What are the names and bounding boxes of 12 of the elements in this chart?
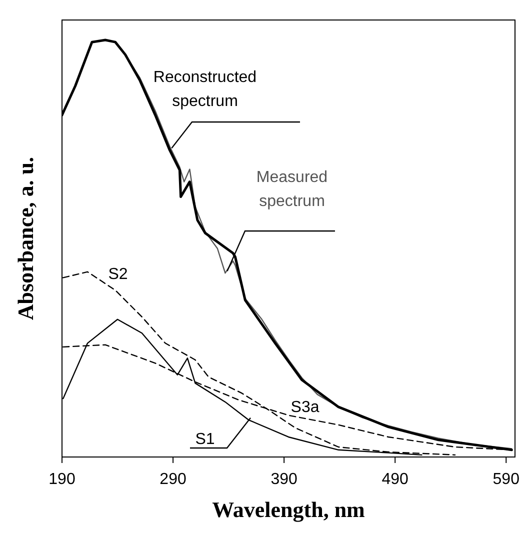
series-label: S1 — [195, 431, 215, 448]
text: Measured spectrum — [256, 169, 328, 210]
x-tick-label: 590 — [492, 471, 520, 488]
series-label: Reconstructed spectrum — [153, 69, 257, 110]
x-tick-label: 390 — [270, 471, 298, 488]
x-tick-label: 490 — [382, 471, 409, 488]
x-axis-title: Wavelength, nm — [212, 497, 365, 522]
x-tick-label: 290 — [160, 471, 186, 488]
x-tick-label: 190 — [48, 471, 76, 488]
series-label: S3a — [290, 399, 320, 416]
series-label: S2 — [108, 266, 128, 283]
y-axis-title: Absorbance, a. u. — [13, 156, 38, 320]
